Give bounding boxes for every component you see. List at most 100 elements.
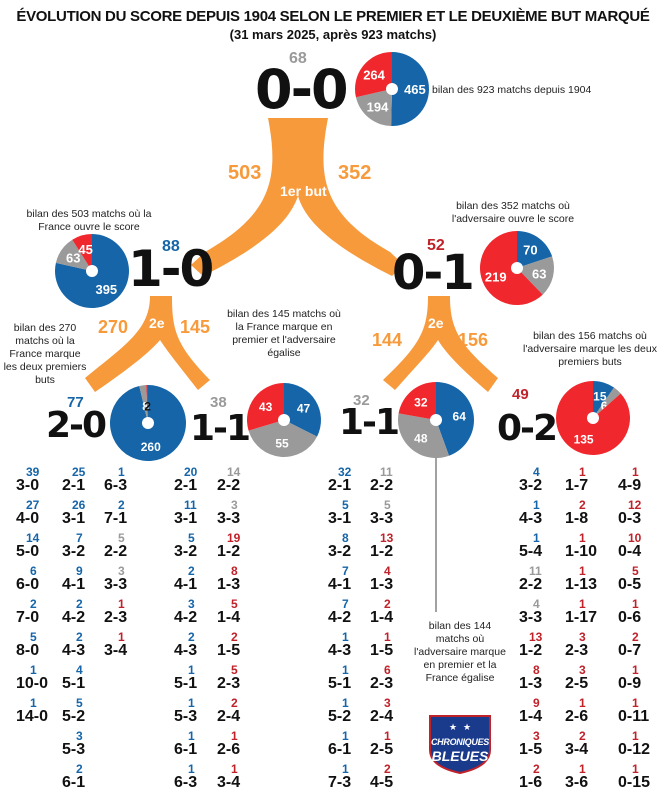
final-score-cell: 1 6-3 [174, 763, 214, 799]
final-score-cell: 27 4-0 [16, 499, 56, 535]
second-goal-label-left: 2e [149, 315, 165, 331]
final-score: 1-7 [565, 477, 589, 494]
final-score-count: 1 [632, 762, 639, 776]
final-score: 3-4 [104, 642, 128, 659]
branch-count-11b: 144 [372, 330, 403, 350]
branch-count-adv-first: 352 [338, 162, 372, 184]
final-score: 2-3 [217, 675, 241, 692]
final-score: 5-2 [62, 708, 86, 725]
pie-label-n11b-france: 64 [453, 409, 467, 423]
final-score: 0-3 [618, 510, 642, 527]
final-score-count: 9 [533, 696, 540, 710]
final-score: 1-13 [565, 576, 598, 593]
branch-count-20: 270 [98, 317, 129, 337]
final-score: 4-3 [62, 642, 86, 659]
final-score: 4-9 [618, 477, 642, 494]
final-score-count: 1 [384, 630, 391, 644]
final-score-cell: 1 0-12 [618, 730, 658, 766]
final-score-cell: 1 4-3 [328, 631, 368, 667]
pie-label-n20-adversaire: 2 [144, 399, 151, 413]
final-score-count: 5 [632, 564, 639, 578]
pie-slice-n11a-adversaire [247, 383, 284, 431]
final-score-count: 1 [342, 696, 349, 710]
final-score-cell: 7 3-2 [62, 532, 102, 568]
final-score-cell: 1 0-9 [618, 664, 658, 700]
second-goal-label-right: 2e [428, 315, 444, 331]
pie-label-n02-adversaire: 135 [574, 432, 594, 446]
final-score: 2-1 [62, 477, 86, 494]
pie-slice-n01-draw [517, 256, 554, 295]
final-score-cell: 3 5-3 [62, 730, 102, 766]
final-score-cell: 2 3-4 [565, 730, 605, 766]
final-score-cell: 5 0-5 [618, 565, 658, 601]
final-score-count: 1 [342, 630, 349, 644]
final-score-cell: 7 4-2 [328, 598, 368, 634]
final-score-cell: 2 4-3 [174, 631, 214, 667]
final-score: 2-4 [370, 708, 394, 725]
final-score-count: 1 [188, 729, 195, 743]
final-score-count: 3 [533, 729, 540, 743]
final-score: 6-1 [174, 741, 198, 758]
pie-slice-n11a-france [284, 383, 321, 437]
final-score-count: 1 [188, 762, 195, 776]
final-score: 4-1 [62, 576, 86, 593]
final-score: 5-2 [328, 708, 352, 725]
final-score-cell: 6 6-0 [16, 565, 56, 601]
final-score-count: 13 [380, 531, 394, 545]
final-score-cell: 2 6-1 [62, 763, 102, 799]
final-score: 1-3 [519, 675, 543, 692]
final-score-cell: 5 1-4 [217, 598, 257, 634]
final-score: 4-5 [370, 774, 394, 791]
final-score-count: 5 [231, 597, 238, 611]
final-score-cell: 1 14-0 [16, 697, 56, 733]
pie-label-n11b-draw: 48 [414, 432, 428, 446]
final-score: 5-3 [174, 708, 198, 725]
logo-line-1: CHRONIQUES [430, 737, 489, 747]
final-score-count: 3 [231, 498, 238, 512]
final-score-cell: 1 1-5 [370, 631, 410, 667]
final-score-cell: 2 4-5 [370, 763, 410, 799]
final-score: 2-6 [565, 708, 589, 725]
pie-label-n20-france: 260 [141, 440, 161, 454]
final-score: 2-5 [370, 741, 394, 758]
final-score: 4-2 [62, 609, 86, 626]
final-score-count: 6 [30, 564, 37, 578]
final-score: 14-0 [16, 708, 49, 725]
pie-slice-n20-draw [139, 385, 148, 423]
final-score-count: 27 [26, 498, 40, 512]
final-score-cell: 5 2-2 [104, 532, 144, 568]
final-score-cell: 2 7-1 [104, 499, 144, 535]
final-score-cell: 20 2-1 [174, 466, 214, 502]
final-score-cell: 3 3-3 [217, 499, 257, 535]
final-score-count: 1 [384, 729, 391, 743]
final-score-count: 20 [184, 465, 198, 479]
final-score-cell: 3 2-5 [565, 664, 605, 700]
pie-label-n00-draw: 194 [367, 100, 389, 115]
final-score-cell: 14 2-2 [217, 466, 257, 502]
final-score: 3-0 [16, 477, 40, 494]
pie-slice-n02-draw [593, 387, 621, 418]
svg-text:★: ★ [463, 722, 471, 732]
final-score: 1-4 [217, 609, 241, 626]
final-score: 10-0 [16, 675, 49, 692]
final-score-cell: 10 0-4 [618, 532, 658, 568]
pie-slice-n20-adversaire [146, 385, 148, 423]
final-score-cell: 3 2-3 [565, 631, 605, 667]
final-score-count: 5 [76, 696, 83, 710]
pie-slice-n02-france [593, 381, 615, 418]
final-score-cell: 1 5-1 [328, 664, 368, 700]
note-1-0: bilan des 503 matchs où la France ouvre … [26, 208, 152, 233]
pie-slice-n10-adversaire [72, 234, 92, 271]
final-score-cell: 1 1-7 [565, 466, 605, 502]
final-score-cell: 1 6-1 [328, 730, 368, 766]
pie-label-n00-adversaire: 264 [363, 68, 385, 83]
final-score: 0-7 [618, 642, 642, 659]
final-score-count: 2 [76, 630, 83, 644]
pie-slice-n00-adversaire [355, 52, 392, 98]
pie-hole-n01 [511, 262, 523, 274]
final-score-count: 7 [76, 531, 83, 545]
final-score: 6-1 [62, 774, 86, 791]
final-score-count: 8 [533, 663, 540, 677]
final-score-count: 1 [118, 630, 125, 644]
